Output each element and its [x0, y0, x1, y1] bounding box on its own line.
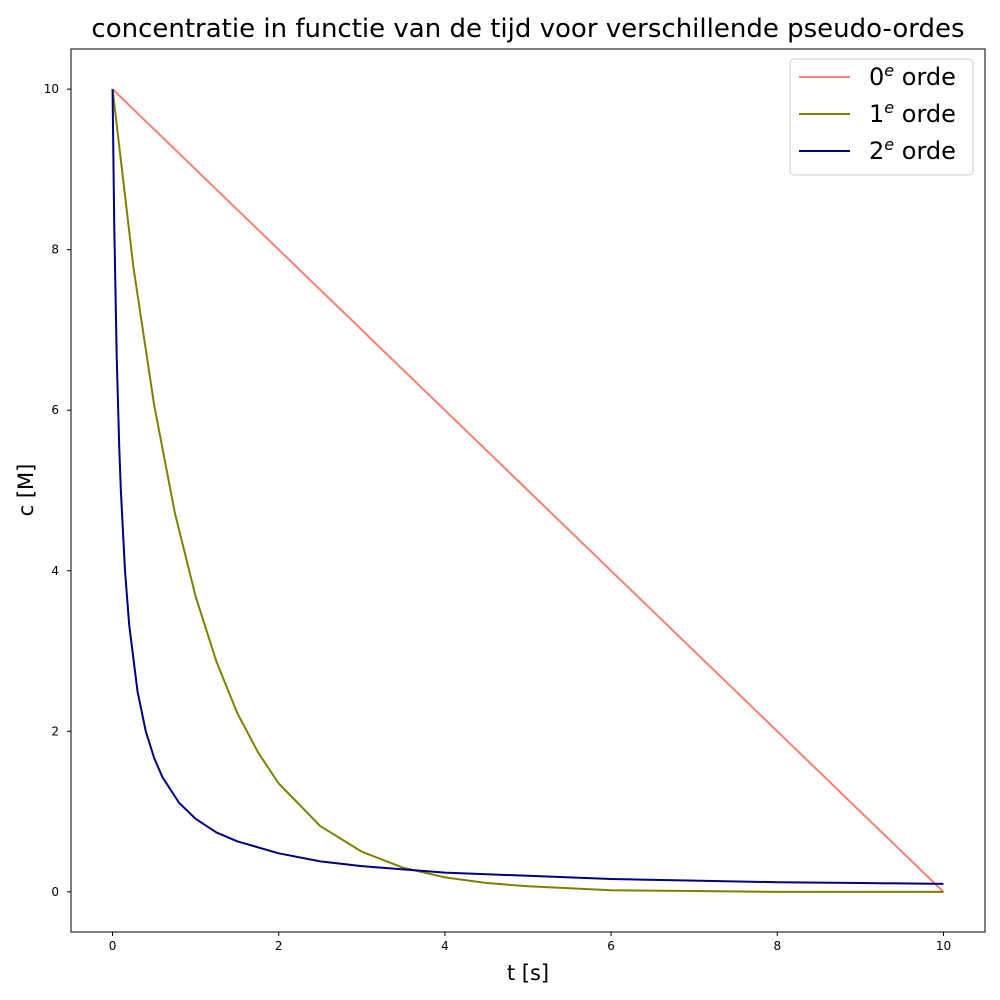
x-axis-ticks: 0 2 4 6 8 10: [109, 932, 951, 953]
x-tick-label: 8: [773, 939, 781, 953]
y-tick-label: 4: [51, 564, 59, 578]
series-line-0: [111, 88, 945, 893]
y-tick-label: 6: [51, 403, 59, 417]
y-tick-label: 2: [51, 724, 59, 738]
x-tick-label: 0: [109, 939, 117, 953]
legend-label-0: 0e orde: [869, 61, 956, 91]
y-axis-label: c [M]: [14, 464, 38, 517]
legend-label-number: 0: [869, 63, 884, 91]
legend-label-superscript: e: [884, 98, 894, 117]
legend-label-superscript: e: [884, 135, 894, 154]
plot-frame: [70, 48, 986, 933]
x-tick-label: 10: [936, 939, 951, 953]
legend-label-2: 2e orde: [869, 135, 956, 165]
plot-area: [111, 88, 945, 893]
chart-title: concentratie in functie van de tijd voor…: [91, 14, 964, 44]
legend-label-1: 1e orde: [869, 98, 956, 128]
legend-label-number: 1: [869, 100, 884, 128]
legend-label-superscript: e: [884, 61, 894, 80]
y-tick-label: 10: [44, 82, 59, 96]
y-tick-label: 8: [51, 243, 59, 257]
x-tick-label: 2: [275, 939, 283, 953]
x-tick-label: 6: [607, 939, 615, 953]
legend-label-text: orde: [894, 63, 956, 91]
x-axis-label: t [s]: [507, 961, 549, 985]
series-line-2: [111, 89, 944, 885]
series-line-1: [111, 89, 944, 893]
legend-label-text: orde: [894, 100, 956, 128]
y-tick-label: 0: [51, 885, 59, 899]
legend-box: [789, 58, 974, 176]
legend-label-number: 2: [869, 137, 884, 165]
y-axis-ticks: 0 2 4 6 8 10: [44, 82, 71, 899]
x-tick-label: 4: [441, 939, 449, 953]
legend-label-text: orde: [894, 137, 956, 165]
